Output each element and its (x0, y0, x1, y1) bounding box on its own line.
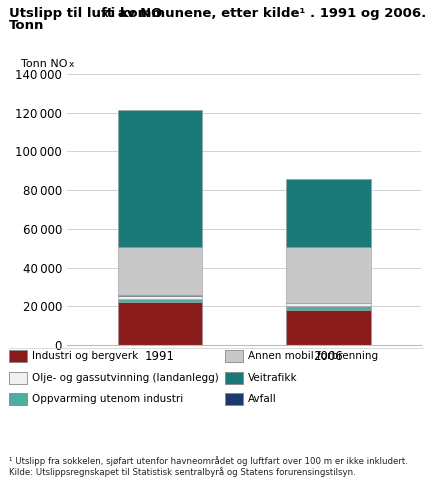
Bar (286, 304, 371, 306)
Text: Oppvarming utenom industri: Oppvarming utenom industri (32, 394, 184, 404)
Bar (286, 303, 371, 304)
Bar (286, 179, 371, 246)
Bar (286, 246, 371, 303)
Text: Annen mobil forbrenning: Annen mobil forbrenning (248, 351, 378, 361)
Bar (118, 299, 202, 303)
Text: Kilde: Utslippsregnskapet til Statistisk sentralbyrå og Statens forurensingstils: Kilde: Utslippsregnskapet til Statistisk… (9, 467, 356, 477)
Text: Utslipp til luft av NO: Utslipp til luft av NO (9, 7, 162, 20)
Bar (118, 110, 202, 246)
Text: Olje- og gassutvinning (landanlegg): Olje- og gassutvinning (landanlegg) (32, 373, 219, 383)
Text: x: x (102, 9, 109, 19)
Text: ¹ Utslipp fra sokkelen, sjøfart utenfor havneområdet og luftfart over 100 m er i: ¹ Utslipp fra sokkelen, sjøfart utenfor … (9, 456, 407, 466)
Text: x: x (69, 60, 74, 69)
Bar (286, 306, 371, 310)
Bar (118, 295, 202, 296)
Text: Industri og bergverk: Industri og bergverk (32, 351, 139, 361)
Text: Tonn NO: Tonn NO (21, 59, 67, 69)
Bar (118, 303, 202, 345)
Bar (118, 296, 202, 299)
Text: Veitrafikk: Veitrafikk (248, 373, 298, 383)
Text: i kommunene, etter kilde¹ . 1991 og 2006.: i kommunene, etter kilde¹ . 1991 og 2006… (106, 7, 426, 20)
Bar (286, 310, 371, 345)
Text: Avfall: Avfall (248, 394, 277, 404)
Bar (118, 246, 202, 295)
Text: Tonn: Tonn (9, 19, 44, 32)
